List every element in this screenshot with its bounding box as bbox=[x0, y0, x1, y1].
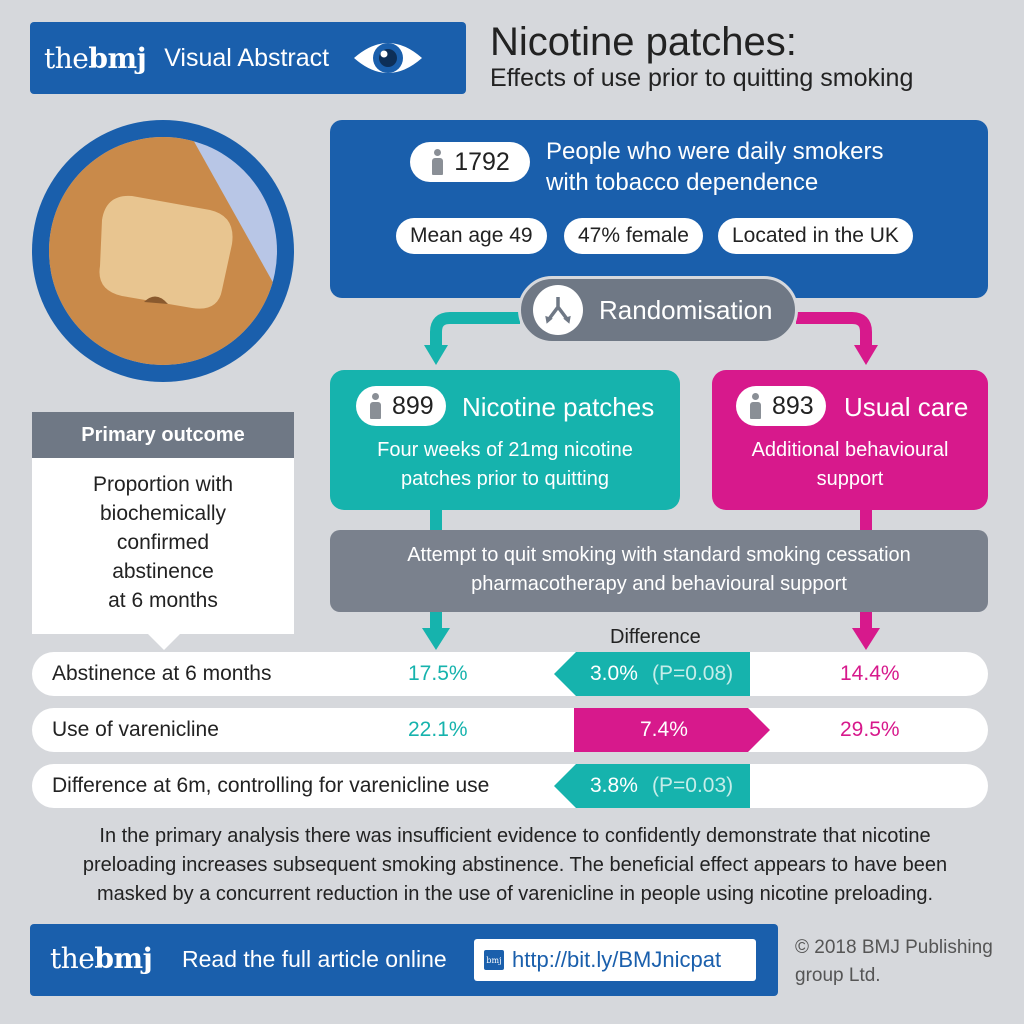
copyright-line: © 2018 BMJ Publishing bbox=[795, 937, 993, 958]
visual-abstract-badge: thebmj Visual Abstract bbox=[30, 22, 466, 94]
outcome-line: abstinence bbox=[112, 560, 214, 583]
result-row-adjusted: Difference at 6m, controlling for vareni… bbox=[32, 764, 988, 808]
chip-female: 47% female bbox=[564, 218, 703, 254]
split-arrows-icon bbox=[533, 285, 583, 335]
chip-location: Located in the UK bbox=[718, 218, 913, 254]
arrow-down-icon bbox=[424, 345, 448, 365]
difference-value: 3.0% bbox=[590, 662, 638, 685]
arrow-down-icon bbox=[852, 628, 880, 650]
copyright-line: group Ltd. bbox=[795, 965, 881, 986]
page-subtitle: Effects of use prior to quitting smoking bbox=[490, 64, 914, 92]
row-label: Difference at 6m, controlling for vareni… bbox=[52, 774, 490, 797]
usual-count: 893 bbox=[772, 391, 814, 420]
row-label: Use of varenicline bbox=[52, 718, 219, 741]
population-box: 1792 People who were daily smokers with … bbox=[330, 120, 988, 298]
usual-arm-label: Usual care bbox=[844, 392, 969, 422]
randomisation-pill: Randomisation bbox=[518, 276, 798, 344]
nicotine-patches-arm: 899 Nicotine patches Four weeks of 21mg … bbox=[330, 370, 680, 510]
page-title: Nicotine patches: bbox=[490, 20, 797, 64]
p-value: (P=0.08) bbox=[652, 662, 734, 685]
population-desc-line: with tobacco dependence bbox=[546, 169, 819, 196]
footer-bar: thebmj Read the full article online bmj … bbox=[30, 924, 778, 996]
difference-label: Difference bbox=[610, 626, 701, 648]
nicotine-count: 899 bbox=[392, 391, 434, 420]
summary-line: masked by a concurrent reduction in the … bbox=[96, 883, 934, 905]
bmj-logo: thebmj bbox=[44, 41, 147, 75]
primary-outcome-body: Proportion with biochemically confirmed … bbox=[32, 458, 294, 634]
nicotine-count-pill: 899 bbox=[356, 386, 446, 426]
row-label: Abstinence at 6 months bbox=[52, 662, 272, 685]
outcome-line: Proportion with bbox=[92, 473, 234, 496]
nicotine-value: 22.1% bbox=[408, 718, 468, 741]
result-row-varenicline: Use of varenicline 22.1% 7.4% 29.5% bbox=[32, 708, 988, 752]
nicotine-arm-label: Nicotine patches bbox=[462, 392, 655, 422]
article-url[interactable]: http://bit.ly/BMJnicpat bbox=[512, 947, 722, 972]
bmj-logo: thebmj bbox=[50, 942, 153, 975]
desc-line: support bbox=[816, 468, 884, 490]
usual-care-arm: 893 Usual care Additional behavioural su… bbox=[712, 370, 988, 510]
summary-line: In the primary analysis there was insuff… bbox=[99, 825, 931, 847]
person-icon bbox=[430, 149, 444, 175]
p-value: (P=0.03) bbox=[652, 774, 734, 797]
person-icon bbox=[368, 393, 382, 419]
attempt-line: pharmacotherapy and behavioural support bbox=[471, 573, 847, 595]
usual-value: 29.5% bbox=[840, 718, 900, 741]
outcome-line: biochemically bbox=[99, 502, 227, 525]
population-description: People who were daily smokers with tobac… bbox=[546, 136, 966, 198]
result-row-abstinence: Abstinence at 6 months 17.5% 3.0% (P=0.0… bbox=[32, 652, 988, 696]
usual-value: 14.4% bbox=[840, 662, 900, 685]
badge-label: Visual Abstract bbox=[164, 43, 330, 72]
summary-line: preloading increases subsequent smoking … bbox=[82, 854, 948, 876]
quit-attempt-box: Attempt to quit smoking with standard sm… bbox=[330, 530, 988, 612]
summary-text: In the primary analysis there was insuff… bbox=[40, 822, 990, 909]
difference-arrow-left bbox=[554, 652, 750, 696]
desc-line: patches prior to quitting bbox=[401, 468, 609, 490]
bmj-mini-logo-icon: bmj bbox=[484, 950, 504, 970]
population-count-pill: 1792 bbox=[410, 142, 530, 182]
outcome-line: at 6 months bbox=[108, 589, 218, 612]
chip-mean-age: Mean age 49 bbox=[396, 218, 547, 254]
arrow-down-icon bbox=[854, 345, 878, 365]
population-count: 1792 bbox=[454, 147, 510, 176]
arrow-down-icon bbox=[422, 628, 450, 650]
primary-outcome-heading: Primary outcome bbox=[32, 412, 294, 458]
population-desc-line: People who were daily smokers bbox=[546, 138, 884, 165]
callout-pointer bbox=[146, 632, 182, 650]
difference-value: 7.4% bbox=[640, 718, 688, 741]
usual-arm-description: Additional behavioural support bbox=[712, 436, 988, 494]
copyright: © 2018 BMJ Publishing group Ltd. bbox=[795, 934, 1015, 990]
nicotine-arm-description: Four weeks of 21mg nicotine patches prio… bbox=[330, 436, 680, 494]
nicotine-patch-illustration bbox=[32, 120, 294, 382]
read-article-text: Read the full article online bbox=[182, 946, 447, 972]
eye-icon bbox=[354, 43, 423, 73]
desc-line: Additional behavioural bbox=[751, 439, 949, 461]
usual-count-pill: 893 bbox=[736, 386, 826, 426]
nicotine-value: 17.5% bbox=[408, 662, 468, 685]
person-icon bbox=[748, 393, 762, 419]
attempt-line: Attempt to quit smoking with standard sm… bbox=[407, 544, 911, 566]
article-link[interactable]: bmj http://bit.ly/BMJnicpat bbox=[474, 939, 756, 981]
desc-line: Four weeks of 21mg nicotine bbox=[377, 439, 633, 461]
randomisation-label: Randomisation bbox=[599, 294, 773, 325]
difference-arrow-right bbox=[574, 708, 770, 752]
outcome-line: confirmed bbox=[116, 531, 210, 554]
difference-arrow-left bbox=[554, 764, 750, 808]
difference-value: 3.8% bbox=[590, 774, 638, 797]
randomisation-connectors bbox=[422, 312, 880, 650]
